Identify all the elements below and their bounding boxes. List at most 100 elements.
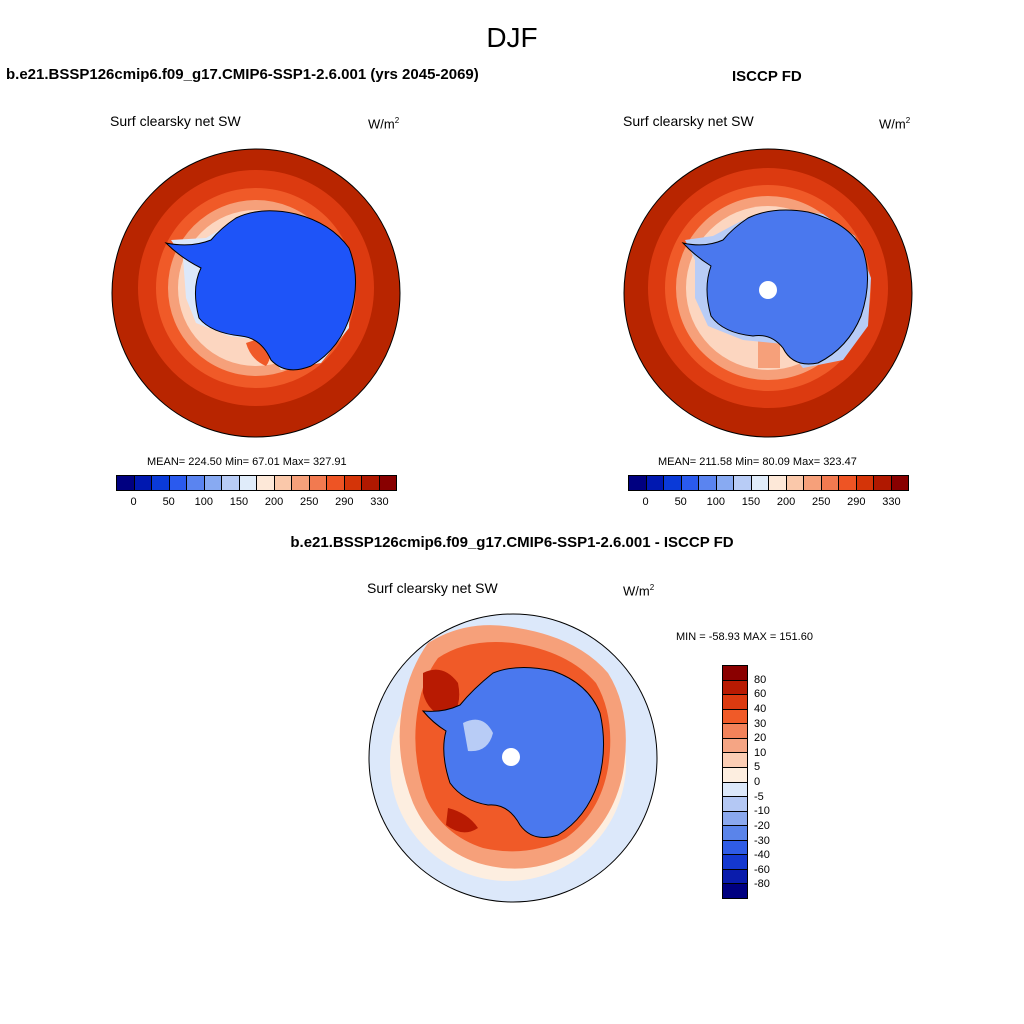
- panel2-units-base: W/m: [879, 116, 906, 132]
- colorbar-tick-label: -60: [754, 863, 770, 876]
- colorbar-tick-label: 290: [847, 496, 866, 508]
- colorbar-swatch: [839, 476, 857, 490]
- colorbar-swatch: [734, 476, 752, 490]
- colorbar-tick-label: 330: [882, 496, 901, 508]
- colorbar-swatch: [723, 680, 747, 696]
- colorbar-tick-label: 200: [264, 496, 284, 508]
- colorbar-tick-label: 5: [754, 761, 761, 774]
- colorbar-swatch: [664, 476, 682, 490]
- colorbar-tick-label: 100: [194, 496, 213, 508]
- colorbar-swatch: [362, 476, 380, 490]
- colorbar-swatch: [723, 666, 747, 681]
- colorbar-swatch: [723, 724, 747, 739]
- colorbar-tick-label: 0: [642, 496, 649, 508]
- panel1-units-base: W/m: [368, 116, 395, 132]
- colorbar-swatch: [723, 869, 747, 885]
- colorbar-swatch: [723, 840, 747, 856]
- colorbar-tick-label: 60: [754, 688, 767, 701]
- panel3-units-base: W/m: [623, 583, 650, 599]
- colorbar-swatch: [152, 476, 170, 490]
- panel3-map: [368, 613, 658, 903]
- panel1-variable: Surf clearsky net SW: [110, 113, 241, 129]
- colorbar-swatch: [769, 476, 787, 490]
- colorbar-swatch: [891, 476, 908, 490]
- colorbar-swatch: [327, 476, 345, 490]
- colorbar-swatch: [204, 476, 222, 490]
- panel2-stats: MEAN= 211.58 Min= 80.09 Max= 323.47: [658, 456, 857, 468]
- colorbar-swatch: [874, 476, 892, 490]
- colorbar-swatch: [274, 476, 292, 490]
- panel3-units: W/m2: [623, 583, 654, 598]
- panel2-variable: Surf clearsky net SW: [623, 113, 754, 129]
- colorbar-tick-label: 10: [754, 746, 767, 759]
- colorbar-swatch: [723, 753, 747, 768]
- colorbar-swatch: [629, 476, 647, 490]
- colorbar-tick-label: 150: [741, 496, 761, 508]
- panel3-variable: Surf clearsky net SW: [367, 580, 498, 596]
- panel1-header: b.e21.BSSP126cmip6.f09_g17.CMIP6-SSP1-2.…: [6, 66, 479, 83]
- colorbar-tick-label: -40: [754, 849, 770, 862]
- colorbar-tick-label: 80: [754, 673, 767, 686]
- colorbar-swatch: [646, 476, 664, 490]
- panel1-units-exp: 2: [394, 116, 400, 125]
- colorbar-swatch: [379, 476, 396, 490]
- panel2-units: W/m2: [879, 116, 910, 131]
- colorbar-tick-label: 20: [754, 732, 767, 745]
- colorbar-swatch: [723, 709, 747, 725]
- colorbar-swatch: [681, 476, 699, 490]
- colorbar-swatch: [309, 476, 327, 490]
- colorbar-swatch: [117, 476, 135, 490]
- colorbar-tick-label: 30: [754, 717, 767, 730]
- colorbar-tick-label: -20: [754, 819, 770, 832]
- colorbar-tick-label: -5: [754, 790, 764, 803]
- panel3-colorbar: [722, 665, 748, 899]
- panel1-stats: MEAN= 224.50 Min= 67.01 Max= 327.91: [147, 456, 347, 468]
- colorbar-swatch: [187, 476, 205, 490]
- colorbar-swatch: [222, 476, 240, 490]
- colorbar-tick-label: 40: [754, 702, 767, 715]
- colorbar-tick-label: 100: [706, 496, 725, 508]
- panel3-units-exp: 2: [649, 583, 655, 592]
- colorbar-tick-label: 0: [130, 496, 137, 508]
- colorbar-swatch: [821, 476, 839, 490]
- colorbar-swatch: [723, 884, 747, 898]
- colorbar-swatch: [257, 476, 275, 490]
- panel2-header: ISCCP FD: [732, 68, 802, 85]
- colorbar-tick-label: 0: [754, 776, 761, 788]
- colorbar-swatch: [699, 476, 717, 490]
- colorbar-tick-label: 50: [162, 496, 175, 508]
- colorbar-swatch: [134, 476, 152, 490]
- colorbar-tick-label: 50: [674, 496, 687, 508]
- panel1-units: W/m2: [368, 116, 399, 131]
- colorbar-swatch: [723, 855, 747, 870]
- colorbar-swatch: [344, 476, 362, 490]
- colorbar-swatch: [804, 476, 822, 490]
- colorbar-tick-label: 150: [229, 496, 249, 508]
- figure-title: DJF: [486, 22, 538, 53]
- panel2-colorbar: [628, 475, 909, 491]
- colorbar-swatch: [239, 476, 257, 490]
- colorbar-swatch: [751, 476, 769, 490]
- colorbar-swatch: [723, 782, 747, 798]
- colorbar-swatch: [786, 476, 804, 490]
- colorbar-swatch: [723, 797, 747, 812]
- colorbar-swatch: [723, 738, 747, 754]
- panel2-units-exp: 2: [905, 116, 911, 125]
- panel1-colorbar: [116, 475, 397, 491]
- colorbar-swatch: [292, 476, 310, 490]
- colorbar-tick-label: -10: [754, 805, 770, 818]
- colorbar-swatch: [169, 476, 187, 490]
- panel1-map: [111, 148, 401, 438]
- colorbar-tick-label: 200: [776, 496, 796, 508]
- panel3-stats: MIN = -58.93 MAX = 151.60: [676, 631, 813, 643]
- colorbar-tick-label: -30: [754, 834, 770, 847]
- colorbar-tick-label: -80: [754, 878, 770, 891]
- colorbar-swatch: [716, 476, 734, 490]
- colorbar-swatch: [723, 767, 747, 783]
- colorbar-swatch: [723, 695, 747, 710]
- colorbar-swatch: [856, 476, 874, 490]
- colorbar-swatch: [723, 826, 747, 841]
- panel2-map: [623, 148, 913, 438]
- colorbar-swatch: [723, 811, 747, 827]
- colorbar-tick-label: 250: [812, 496, 831, 508]
